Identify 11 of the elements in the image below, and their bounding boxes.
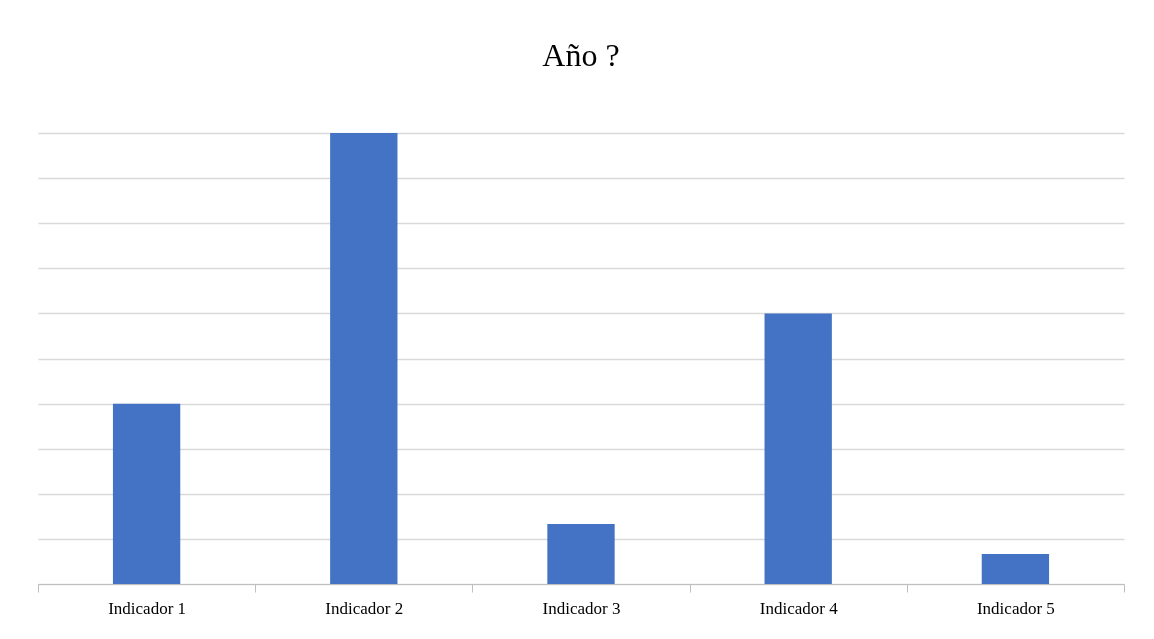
chart-title: Año ? — [542, 37, 620, 73]
x-tick-label: Indicador 5 — [976, 598, 1055, 618]
bar — [764, 313, 832, 584]
bar — [981, 553, 1050, 584]
bar — [112, 403, 181, 584]
x-tick-label: Indicador 4 — [759, 598, 839, 618]
x-tick-label: Indicador 3 — [542, 598, 621, 618]
x-tick-label: Indicador 1 — [108, 598, 187, 618]
x-tick-label: Indicador 2 — [325, 598, 404, 618]
bar — [330, 133, 398, 584]
bar — [547, 523, 615, 584]
